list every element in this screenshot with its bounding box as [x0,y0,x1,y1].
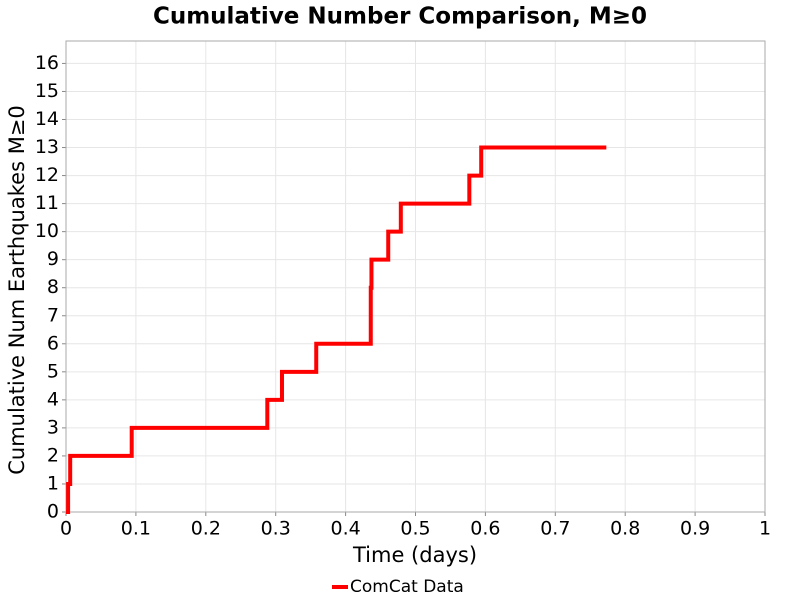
y-tick-label: 2 [47,444,59,466]
x-tick-label: 1 [759,518,771,540]
y-tick-label: 3 [47,416,59,438]
x-tick-label: 0.8 [610,518,640,540]
grid [62,41,766,516]
y-tick-label: 5 [47,360,59,382]
x-tick-label: 0.2 [191,518,221,540]
y-tick-label: 6 [47,332,59,354]
x-tick-label: 0.4 [330,518,360,540]
y-tick-label: 10 [35,220,59,242]
y-tick-label: 11 [35,192,59,214]
y-tick-label: 8 [47,276,59,298]
y-tick-label: 9 [47,248,59,270]
x-tick-label: 0.9 [680,518,710,540]
y-tick-label: 14 [35,108,59,130]
x-tick-label: 0 [60,518,72,540]
y-tick-label: 12 [35,164,59,186]
series [66,145,607,514]
y-tick-label: 7 [47,304,59,326]
x-tick-label: 0.3 [261,518,291,540]
chart-title: Cumulative Number Comparison, M≥0 [153,4,647,30]
legend-label: ComCat Data [350,577,464,597]
data-line [66,145,607,514]
y-tick-label: 13 [35,136,59,158]
y-tick-label: 1 [47,472,59,494]
y-axis-label: Cumulative Num Earthquakes M≥0 [5,105,29,475]
plot-frame [65,40,766,513]
x-tick-label: 0.7 [540,518,570,540]
x-tick-label: 0.6 [470,518,500,540]
x-tick-label: 0.5 [400,518,430,540]
y-tick-label: 0 [47,501,59,523]
y-tick-label: 16 [35,52,59,74]
legend: ComCat Data [332,577,464,597]
y-tick-label: 4 [47,388,59,410]
x-axis-label: Time (days) [352,543,477,567]
y-tick-label: 15 [35,80,59,102]
x-tick-label: 0.1 [121,518,151,540]
